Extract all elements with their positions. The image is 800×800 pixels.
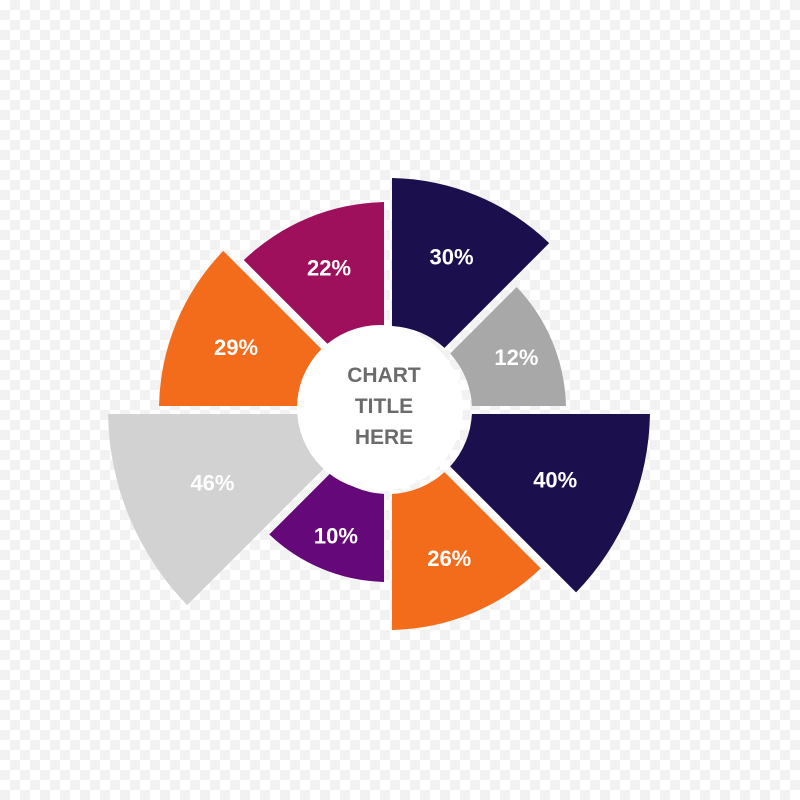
pie-slice-2 — [450, 286, 566, 407]
slice-label-2: 12% — [494, 345, 538, 370]
chart-title-line-2: TITLE — [355, 395, 413, 418]
slice-label-4: 26% — [427, 546, 471, 571]
pie-slice-1 — [391, 178, 550, 348]
pie-slice-4 — [391, 472, 541, 630]
slice-label-8: 22% — [307, 256, 351, 281]
slices-layer: 30% 12% 40% 26% 10% 46% 29% 22% — [108, 178, 650, 630]
center-hole — [297, 325, 463, 491]
pie-slice-8 — [243, 202, 385, 348]
chart-title-line-3: HERE — [355, 426, 413, 449]
slice-label-5: 10% — [314, 524, 358, 549]
pie-slice-7 — [159, 250, 326, 407]
slice-label-7: 29% — [214, 335, 258, 360]
slice-label-6: 46% — [190, 471, 234, 496]
slice-label-3: 40% — [533, 467, 577, 492]
pie-slice-3 — [450, 413, 650, 593]
slice-label-1: 30% — [430, 245, 474, 270]
pie-slice-5 — [269, 472, 385, 582]
chart-title-line-1: CHART — [347, 364, 421, 387]
pie-slice-6 — [108, 413, 326, 606]
